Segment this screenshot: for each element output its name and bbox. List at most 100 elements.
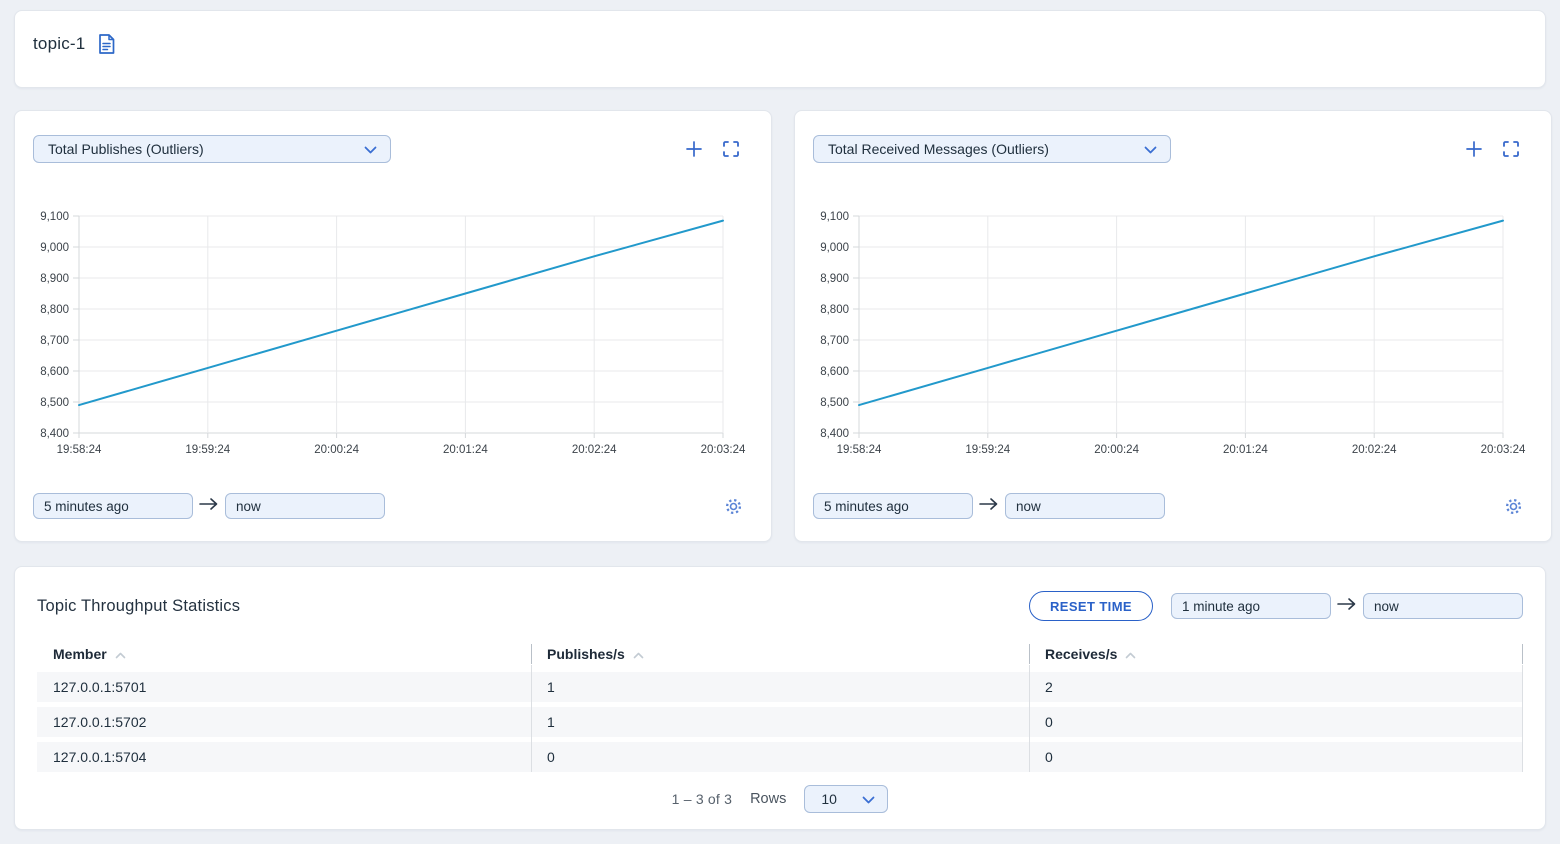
chart-actions [1466, 141, 1533, 157]
topic-throughput-card: Topic Throughput Statistics RESET TIME M… [14, 566, 1546, 830]
column-header-member[interactable]: Member [37, 646, 531, 662]
svg-text:19:59:24: 19:59:24 [965, 444, 1010, 456]
chevron-down-icon [862, 791, 875, 807]
svg-text:20:00:24: 20:00:24 [314, 444, 359, 456]
received-chart-panel: Total Received Messages (Outliers) 8,400… [794, 110, 1552, 542]
arrow-right-icon [979, 497, 999, 516]
svg-text:8,700: 8,700 [820, 335, 849, 347]
publishes-cell: 1 [547, 714, 555, 730]
stats-head: Topic Throughput Statistics RESET TIME [37, 591, 1523, 621]
receives-cell: 0 [1045, 714, 1053, 730]
svg-text:8,500: 8,500 [40, 397, 69, 409]
arrow-right-icon [1337, 597, 1357, 616]
svg-text:9,100: 9,100 [40, 211, 69, 223]
pagination-range: 1 – 3 of 3 [671, 791, 733, 807]
metric-selector-value: Total Received Messages (Outliers) [828, 141, 1049, 157]
svg-text:19:58:24: 19:58:24 [837, 444, 882, 456]
table-row[interactable]: 127.0.0.1:5702 1 0 [37, 707, 1523, 737]
column-header-label: Publishes/s [547, 646, 625, 662]
receives-cell: 2 [1045, 679, 1053, 695]
reset-time-button[interactable]: RESET TIME [1028, 591, 1153, 621]
svg-text:8,800: 8,800 [820, 304, 849, 316]
svg-text:8,400: 8,400 [40, 428, 69, 440]
chart-foot [33, 493, 753, 519]
stats-title: Topic Throughput Statistics [37, 596, 241, 615]
add-chart-icon[interactable] [686, 141, 702, 157]
charts-row: Total Publishes (Outliers) 8,400 8,500 8,6… [14, 110, 1552, 542]
rows-per-page-label: Rows [750, 791, 787, 807]
document-icon[interactable] [98, 34, 115, 54]
column-divider [531, 665, 532, 772]
sort-caret-icon [1125, 646, 1136, 662]
topic-header-card: topic-1 [14, 10, 1546, 88]
svg-text:9,000: 9,000 [40, 242, 69, 254]
svg-text:9,000: 9,000 [820, 242, 849, 254]
chart-foot [813, 493, 1533, 519]
column-divider [1522, 644, 1523, 664]
time-range [813, 493, 1165, 519]
column-header-receives[interactable]: Receives/s [1029, 646, 1523, 662]
time-range [33, 493, 385, 519]
publishes-cell: 1 [547, 679, 555, 695]
table-header-row: Member Publishes/s Receives/s [37, 641, 1523, 667]
time-from-input[interactable] [813, 493, 973, 519]
svg-text:8,600: 8,600 [820, 366, 849, 378]
column-divider [1029, 665, 1030, 772]
svg-text:8,400: 8,400 [820, 428, 849, 440]
chart-head: Total Received Messages (Outliers) [813, 135, 1533, 163]
svg-text:8,900: 8,900 [40, 273, 69, 285]
stats-time-controls: RESET TIME [1028, 591, 1523, 621]
member-cell: 127.0.0.1:5704 [53, 749, 147, 765]
chevron-down-icon [364, 141, 377, 157]
svg-text:8,700: 8,700 [40, 335, 69, 347]
svg-text:20:03:24: 20:03:24 [701, 444, 746, 456]
svg-text:8,800: 8,800 [40, 304, 69, 316]
column-divider [1029, 644, 1030, 664]
settings-gear-icon[interactable] [724, 497, 743, 516]
chart-head: Total Publishes (Outliers) [33, 135, 753, 163]
time-to-input[interactable] [225, 493, 385, 519]
table-row[interactable]: 127.0.0.1:5701 1 2 [37, 672, 1523, 702]
svg-text:20:00:24: 20:00:24 [1094, 444, 1139, 456]
metric-selector[interactable]: Total Received Messages (Outliers) [813, 135, 1171, 163]
svg-text:8,500: 8,500 [820, 397, 849, 409]
rows-per-page-select[interactable]: 10 [804, 785, 889, 813]
svg-text:8,600: 8,600 [40, 366, 69, 378]
time-to-input[interactable] [1005, 493, 1165, 519]
svg-text:9,100: 9,100 [820, 211, 849, 223]
chart-actions [686, 141, 753, 157]
stats-time-from-input[interactable] [1171, 593, 1331, 619]
sort-caret-icon [115, 646, 126, 662]
svg-text:19:59:24: 19:59:24 [185, 444, 230, 456]
column-header-publishes[interactable]: Publishes/s [531, 646, 1029, 662]
add-chart-icon[interactable] [1466, 141, 1482, 157]
column-header-label: Receives/s [1045, 646, 1118, 662]
member-cell: 127.0.0.1:5701 [53, 679, 147, 695]
sort-caret-icon [633, 646, 644, 662]
publishes-cell: 0 [547, 749, 555, 765]
chevron-down-icon [1144, 141, 1157, 157]
fullscreen-icon[interactable] [1503, 141, 1519, 157]
svg-text:20:01:24: 20:01:24 [443, 444, 488, 456]
publishes-chart-panel: Total Publishes (Outliers) 8,400 8,500 8,6… [14, 110, 772, 542]
svg-text:20:02:24: 20:02:24 [572, 444, 617, 456]
topic-title: topic-1 [33, 34, 86, 53]
arrow-right-icon [199, 497, 219, 516]
stats-time-to-input[interactable] [1363, 593, 1523, 619]
metric-selector[interactable]: Total Publishes (Outliers) [33, 135, 391, 163]
settings-gear-icon[interactable] [1504, 497, 1523, 516]
table-row[interactable]: 127.0.0.1:5704 0 0 [37, 742, 1523, 772]
time-from-input[interactable] [33, 493, 193, 519]
fullscreen-icon[interactable] [723, 141, 739, 157]
svg-text:8,900: 8,900 [820, 273, 849, 285]
svg-text:19:58:24: 19:58:24 [57, 444, 102, 456]
member-cell: 127.0.0.1:5702 [53, 714, 147, 730]
metric-selector-value: Total Publishes (Outliers) [48, 141, 204, 157]
column-header-label: Member [53, 646, 107, 662]
pagination: 1 – 3 of 3 Rows 10 [37, 785, 1523, 813]
throughput-table: Member Publishes/s Receives/s 127.0.0.1:… [37, 641, 1523, 772]
line-chart: 8,400 8,500 8,600 8,700 8,800 8,900 9,000 9,100… [820, 211, 1526, 456]
column-divider [531, 644, 532, 664]
line-chart: 8,400 8,500 8,600 8,700 8,800 8,900 9,000 9,100… [40, 211, 746, 456]
